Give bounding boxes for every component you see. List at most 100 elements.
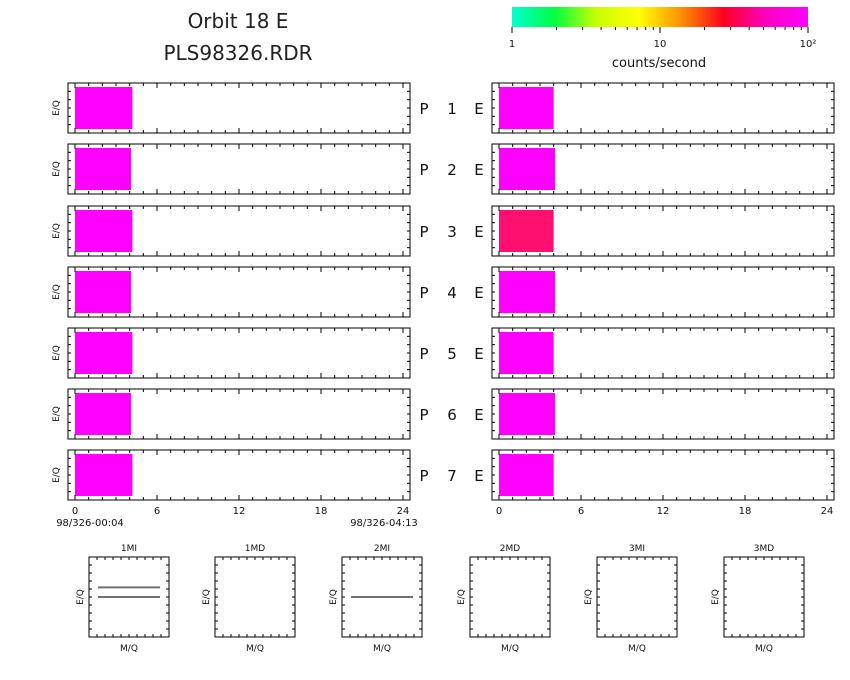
spectrum-frame (596, 556, 678, 638)
spectrum-title: 3MD (754, 544, 774, 554)
row-label-part: 5 (447, 345, 457, 363)
panel-right-7 (491, 449, 835, 501)
data-block (75, 148, 132, 190)
x-tick-label: 18 (739, 506, 752, 517)
spectrum-title: 1MD (245, 544, 265, 554)
colorbar: 1 10 10² counts/second (509, 7, 817, 71)
data-block (499, 87, 554, 129)
spectrum-xlabel: M/Q (120, 644, 138, 654)
panel-right-4 (491, 266, 835, 318)
panel-left-4: E/Q (52, 266, 411, 318)
x-tick-label: 24 (821, 506, 834, 517)
spectrum-frame (723, 556, 805, 638)
x-tick-label: 0 (72, 506, 78, 517)
spectrum-xlabel: M/Q (246, 644, 264, 654)
row-label-part: P (419, 100, 428, 118)
y-axis-label: E/Q (52, 345, 62, 361)
x-tick-label: 12 (233, 506, 246, 517)
x-tick-label: 18 (315, 506, 328, 517)
spectrum-xlabel: M/Q (755, 644, 773, 654)
data-block (75, 332, 133, 374)
panel-left-2: E/Q (52, 143, 411, 195)
spectrum-ylabel: E/Q (584, 589, 594, 605)
spectrum-panel-1md: 1MD M/Q E/Q (202, 544, 296, 654)
panel-left-6: E/Q (52, 388, 411, 440)
data-block (75, 454, 133, 496)
spectrum-ylabel: E/Q (202, 589, 212, 605)
row-label-part: E (474, 345, 483, 363)
colorbar-gradient (512, 7, 808, 27)
spectrum-ylabel: E/Q (76, 589, 86, 605)
row-label-part: P (419, 467, 428, 485)
data-block (499, 271, 556, 313)
x-tick-label: 6 (154, 506, 160, 517)
data-block (499, 210, 554, 252)
data-block (499, 148, 556, 190)
row-label-part: E (474, 100, 483, 118)
x-tick-label: 0 (496, 506, 502, 517)
spectrum-frame (469, 556, 551, 638)
y-axis-label: E/Q (52, 100, 62, 116)
panel-right-3 (491, 205, 835, 257)
y-axis-label: E/Q (52, 223, 62, 239)
panel-right-2 (491, 143, 835, 195)
colorbar-tick-label: 1 (509, 39, 515, 50)
row-label-part: P (419, 406, 428, 424)
colorbar-ticks: 1 10 10² (509, 27, 817, 50)
spectrum-xlabel: M/Q (501, 644, 519, 654)
row-label-part: E (474, 406, 483, 424)
panel-right-1 (491, 82, 835, 134)
row-label-part: P (419, 284, 428, 302)
spectrum-title: 2MI (374, 544, 390, 554)
colorbar-label: counts/second (612, 56, 706, 71)
panel-left-1: E/Q (52, 82, 411, 134)
spectrum-ylabel: E/Q (457, 589, 467, 605)
spectrum-title: 1MI (121, 544, 137, 554)
spectrum-ylabel: E/Q (329, 589, 339, 605)
left-column-panels: E/Q E/Q E/Q E/Q E/Q E/Q E/Q 0 6 12 18 24 (52, 82, 411, 517)
spectrum-ylabel: E/Q (711, 589, 721, 605)
y-axis-label: E/Q (52, 284, 62, 300)
time-start-label: 98/326-00:04 (56, 518, 124, 529)
title-line-2: PLS98326.RDR (163, 41, 312, 65)
row-label-part: 1 (447, 100, 457, 118)
spectrum-panel-3mi: 3MI M/Q E/Q (584, 544, 678, 654)
data-block (499, 332, 554, 374)
spectrum-panel-2md: 2MD M/Q E/Q (457, 544, 551, 654)
data-block (75, 87, 133, 129)
row-label-part: P (419, 223, 428, 241)
spectrum-frame (214, 556, 296, 638)
row-label-part: 3 (447, 223, 457, 241)
x-tick-label: 24 (397, 506, 410, 517)
x-tick-label: 6 (578, 506, 584, 517)
y-axis-label: E/Q (52, 406, 62, 422)
title-line-1: Orbit 18 E (188, 9, 289, 33)
time-end-label: 98/326-04:13 (350, 518, 418, 529)
spectrum-title: 3MI (629, 544, 645, 554)
spectrum-panel-3md: 3MD M/Q E/Q (711, 544, 805, 654)
row-label-part: P (419, 161, 428, 179)
y-axis-label: E/Q (52, 161, 62, 177)
y-axis-label: E/Q (52, 467, 62, 483)
spectrum-xlabel: M/Q (373, 644, 391, 654)
row-label-part: E (474, 161, 483, 179)
panel-left-5: E/Q (52, 327, 411, 379)
row-label-part: 7 (447, 467, 457, 485)
spectrum-panel-1mi: 1MI M/Q E/Q (76, 544, 170, 654)
data-block (75, 271, 132, 313)
data-block (499, 454, 554, 496)
panel-left-7: E/Q (52, 449, 411, 501)
right-column-panels: 0 6 12 18 24 (491, 82, 835, 517)
row-label-part: 4 (447, 284, 457, 302)
row-label-part: 2 (447, 161, 457, 179)
row-label-part: 6 (447, 406, 457, 424)
x-tick-label: 12 (657, 506, 670, 517)
row-labels: P 1 EP 2 EP 3 EP 4 EP 5 EP 6 EP 7 E (419, 100, 483, 485)
row-label-part: E (474, 284, 483, 302)
mass-spectra-panels: 1MI M/Q E/Q 1MD M/Q E/Q 2MI M/Q E/Q 2MD M/Q E/Q 3MI M… (76, 544, 805, 654)
colorbar-tick-label: 10² (800, 39, 817, 50)
data-block (499, 393, 556, 435)
row-label-part: E (474, 223, 483, 241)
panel-left-3: E/Q (52, 205, 411, 257)
